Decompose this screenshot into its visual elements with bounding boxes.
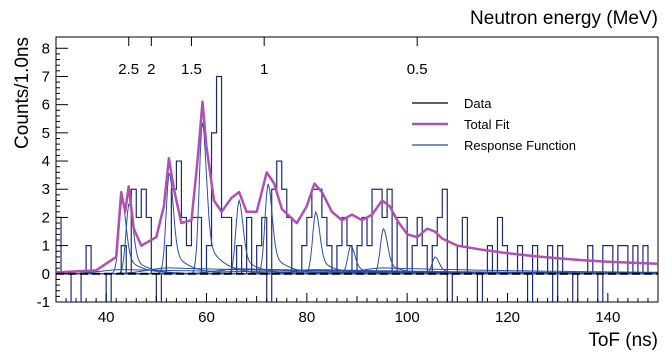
x-tick-label: 100 xyxy=(395,309,420,326)
data-histogram-line xyxy=(56,75,658,303)
legend-label-total-fit: Total Fit xyxy=(464,117,510,132)
y-tick-label: 4 xyxy=(42,153,50,170)
legend-label-data: Data xyxy=(464,96,492,111)
x-tick-label: 140 xyxy=(595,309,620,326)
x-axis-ticks: 40 60 80 100 120 140 xyxy=(55,293,659,326)
energy-tick-label: 1 xyxy=(260,61,268,78)
energy-tick-label: 1.5 xyxy=(181,61,202,78)
energy-tick-label: 2.5 xyxy=(118,61,139,78)
total-fit-line xyxy=(55,100,659,274)
y-tick-label: 7 xyxy=(42,68,50,85)
x-tick-label: 120 xyxy=(495,309,520,326)
x-tick-label: 60 xyxy=(198,309,215,326)
energy-tick-label: 0.5 xyxy=(407,61,428,78)
y-tick-label: 5 xyxy=(42,125,50,142)
total-fit-curve xyxy=(55,100,659,274)
y-axis-title: Counts/1.0ns xyxy=(12,37,33,149)
y-tick-label: 2 xyxy=(42,209,50,226)
y-tick-label: 6 xyxy=(42,97,50,114)
legend-label-response-function: Response Function xyxy=(464,138,576,153)
y-axis-ticks: -1 0 1 2 3 4 5 6 7 8 xyxy=(37,40,68,311)
x-tick-label: 40 xyxy=(98,309,115,326)
x2-axis-title: Neutron energy (MeV) xyxy=(470,8,658,29)
y-tick-label: 1 xyxy=(42,238,50,255)
energy-axis-ticks: 2.5 2 1.5 1 0.5 xyxy=(118,37,428,78)
energy-tick-label: 2 xyxy=(147,61,155,78)
x-tick-label: 80 xyxy=(298,309,315,326)
y-tick-label: -1 xyxy=(37,294,50,311)
data-histogram xyxy=(56,75,658,303)
y-tick-label: 3 xyxy=(42,181,50,198)
y-tick-label: 0 xyxy=(42,266,50,283)
legend: Data Total Fit Response Function xyxy=(412,96,576,153)
y-tick-label: 8 xyxy=(42,40,50,57)
x-axis-title: ToF (ns) xyxy=(588,330,658,351)
